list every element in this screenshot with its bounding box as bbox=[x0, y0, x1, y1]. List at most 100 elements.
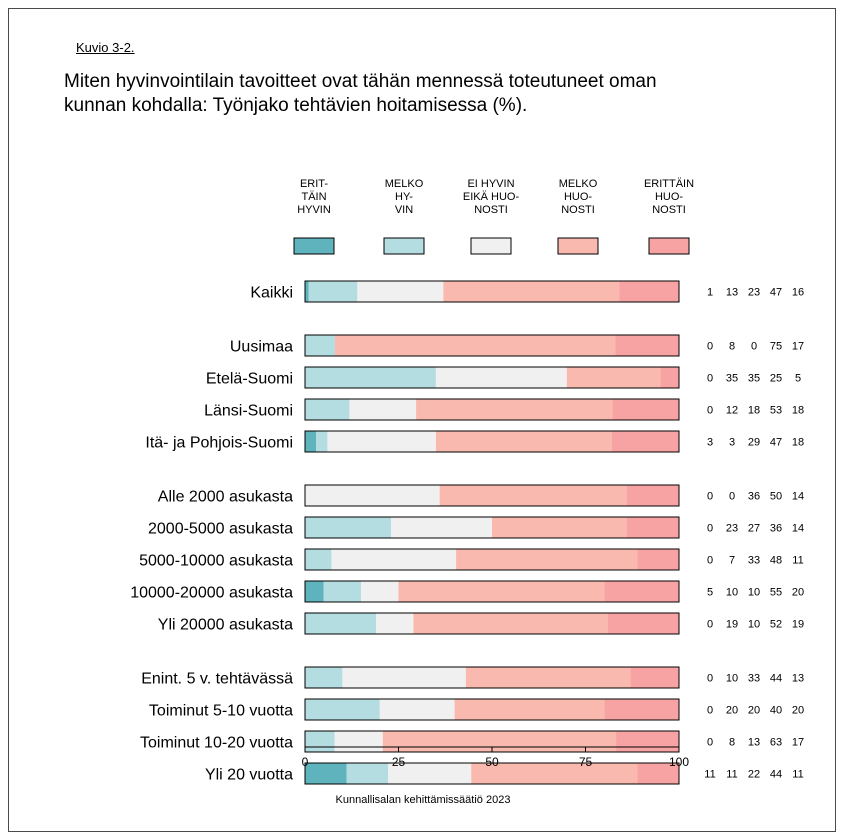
value-label: 13 bbox=[792, 673, 804, 685]
value-label: 10 bbox=[748, 587, 760, 599]
bar-segment bbox=[471, 763, 638, 784]
legend-label-line: TÄIN bbox=[301, 191, 326, 203]
value-label: 3 bbox=[729, 437, 735, 449]
bar-segment bbox=[379, 699, 455, 720]
value-label: 11 bbox=[792, 555, 803, 567]
x-tick-label: 0 bbox=[302, 755, 309, 769]
bar-segment bbox=[439, 485, 627, 506]
value-label: 75 bbox=[770, 341, 782, 353]
category-label: Enint. 5 v. tehtävässä bbox=[141, 671, 293, 688]
value-label: 18 bbox=[748, 405, 760, 417]
x-tick-label: 50 bbox=[485, 755, 499, 769]
bar-segment bbox=[637, 549, 679, 570]
value-label: 16 bbox=[792, 287, 804, 299]
bar-segment bbox=[305, 431, 317, 452]
category-label: Alle 2000 asukasta bbox=[158, 489, 293, 506]
value-label: 3 bbox=[707, 437, 713, 449]
bar-segment bbox=[443, 281, 620, 302]
footer-source: Kunnallisalan kehittämissäätiö 2023 bbox=[335, 794, 511, 806]
category-label: Toiminut 5-10 vuotta bbox=[149, 703, 293, 720]
x-tick-label: 100 bbox=[669, 755, 689, 769]
value-label: 0 bbox=[707, 555, 713, 567]
value-label: 0 bbox=[707, 341, 713, 353]
value-label: 1 bbox=[707, 287, 713, 299]
value-label: 11 bbox=[792, 769, 803, 781]
value-label: 0 bbox=[751, 341, 757, 353]
value-label: 11 bbox=[726, 769, 737, 781]
bar-outline bbox=[304, 516, 680, 539]
category-label: Etelä-Suomi bbox=[206, 371, 293, 388]
category-label: 10000-20000 asukasta bbox=[130, 585, 293, 602]
bar-outline bbox=[304, 484, 680, 507]
value-label: 63 bbox=[770, 737, 782, 749]
bar-segment bbox=[305, 667, 343, 688]
value-label: 50 bbox=[770, 491, 782, 503]
bar-segment bbox=[305, 399, 350, 420]
bar-segment bbox=[305, 763, 347, 784]
bar-segment bbox=[604, 699, 679, 720]
legend-label-line: EI HYVIN bbox=[467, 178, 514, 190]
bar-outline bbox=[304, 430, 680, 453]
value-label: 0 bbox=[707, 673, 713, 685]
category-label: Itä- ja Pohjois-Suomi bbox=[145, 435, 293, 452]
bar-segment bbox=[305, 699, 380, 720]
bar-segment bbox=[334, 731, 383, 752]
legend-swatch bbox=[557, 237, 599, 255]
bar-segment bbox=[305, 485, 440, 506]
bar-segment bbox=[323, 581, 362, 602]
bar-segment bbox=[435, 431, 612, 452]
value-label: 47 bbox=[770, 287, 782, 299]
bar-outline bbox=[304, 280, 680, 303]
value-label: 18 bbox=[792, 405, 804, 417]
value-label: 25 bbox=[770, 373, 782, 385]
value-label: 0 bbox=[707, 405, 713, 417]
legend-label-line: VIN bbox=[395, 204, 413, 216]
category-label: 2000-5000 asukasta bbox=[148, 521, 293, 538]
bar-segment bbox=[305, 549, 332, 570]
bar-segment bbox=[342, 667, 466, 688]
bar-outline bbox=[304, 334, 680, 357]
bar-segment bbox=[327, 431, 436, 452]
bar-segment bbox=[376, 613, 414, 634]
bar-segment bbox=[611, 431, 679, 452]
bar-segment bbox=[607, 613, 679, 634]
bar-segment bbox=[630, 667, 679, 688]
bar-segment bbox=[637, 763, 679, 784]
bar-segment bbox=[305, 613, 377, 634]
value-label: 19 bbox=[792, 619, 804, 631]
bar-outline bbox=[304, 398, 680, 421]
value-label: 44 bbox=[770, 769, 782, 781]
value-label: 11 bbox=[704, 769, 715, 781]
bar-segment bbox=[616, 731, 679, 752]
legend-swatch bbox=[293, 237, 335, 255]
category-label: Yli 20 vuotta bbox=[205, 767, 293, 784]
bar-outline bbox=[304, 548, 680, 571]
value-label: 35 bbox=[748, 373, 760, 385]
legend-label-line: MELKO bbox=[385, 178, 424, 190]
value-label: 0 bbox=[707, 373, 713, 385]
value-label: 36 bbox=[748, 491, 760, 503]
value-label: 55 bbox=[770, 587, 782, 599]
legend-label-line: ERIT- bbox=[300, 178, 328, 190]
value-label: 10 bbox=[726, 673, 738, 685]
value-label: 48 bbox=[770, 555, 782, 567]
legend-swatch bbox=[648, 237, 690, 255]
x-tick-label: 75 bbox=[579, 755, 593, 769]
value-label: 14 bbox=[792, 523, 804, 535]
bar-segment bbox=[416, 399, 613, 420]
value-label: 20 bbox=[726, 705, 738, 717]
legend-swatch bbox=[383, 237, 425, 255]
legend-label-line: MELKO bbox=[559, 178, 598, 190]
value-label: 36 bbox=[770, 523, 782, 535]
legend-label-line: NOSTI bbox=[561, 204, 595, 216]
value-label: 18 bbox=[792, 437, 804, 449]
category-label: Toiminut 10-20 vuotta bbox=[140, 735, 293, 752]
bar-segment bbox=[331, 549, 457, 570]
bar-segment bbox=[305, 581, 324, 602]
bar-segment bbox=[612, 399, 679, 420]
bar-outline bbox=[304, 762, 680, 785]
value-label: 19 bbox=[726, 619, 738, 631]
legend-swatch bbox=[470, 237, 512, 255]
value-label: 5 bbox=[795, 373, 801, 385]
chart-title-line-1: Miten hyvinvointilain tavoitteet ovat tä… bbox=[64, 71, 657, 92]
